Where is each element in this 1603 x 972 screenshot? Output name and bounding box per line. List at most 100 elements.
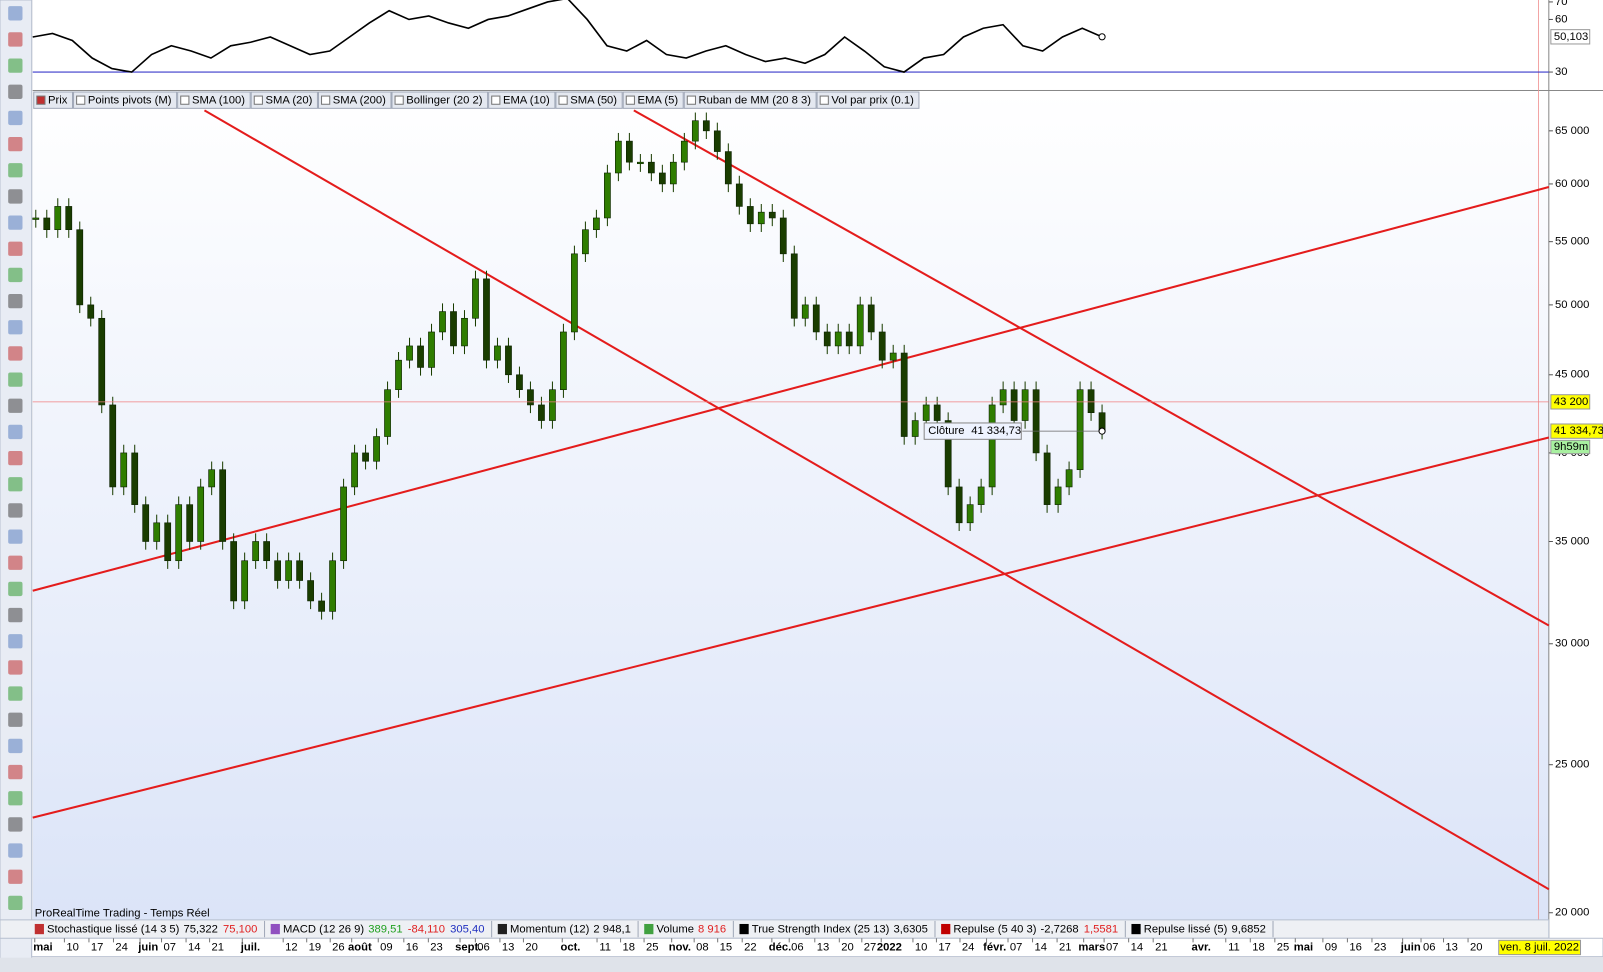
y-tick-label: 50 000 bbox=[1555, 299, 1589, 311]
candle bbox=[131, 452, 139, 505]
x-tick-label: 24 bbox=[115, 941, 128, 953]
tool-icon[interactable] bbox=[8, 215, 23, 230]
y-tick-label: 30 000 bbox=[1555, 638, 1589, 650]
tool-icon[interactable] bbox=[8, 84, 23, 99]
candle bbox=[823, 331, 831, 347]
tool-icon[interactable] bbox=[8, 477, 23, 492]
tool-icon[interactable] bbox=[8, 607, 23, 623]
tab[interactable] bbox=[250, 91, 318, 109]
trend-line[interactable] bbox=[32, 186, 1550, 592]
candle bbox=[263, 541, 270, 562]
tool-icon[interactable] bbox=[8, 581, 23, 597]
tool-icon[interactable] bbox=[8, 738, 23, 754]
trend-line[interactable] bbox=[32, 436, 1550, 819]
tool-icon[interactable] bbox=[8, 712, 23, 727]
tool-icon[interactable] bbox=[8, 267, 23, 283]
tool-icon[interactable] bbox=[8, 529, 23, 544]
candle bbox=[384, 389, 391, 437]
candle bbox=[889, 352, 897, 361]
tool-icon[interactable] bbox=[8, 293, 23, 309]
tool-icon[interactable] bbox=[8, 843, 23, 858]
tool-icon[interactable] bbox=[8, 686, 23, 701]
x-tick-label: 13 bbox=[817, 941, 830, 953]
tool-icon[interactable] bbox=[8, 764, 23, 780]
candle bbox=[845, 331, 853, 347]
x-tick-label: 06 bbox=[1423, 941, 1436, 953]
x-tick-label: juil. bbox=[240, 941, 260, 953]
tool-icon[interactable] bbox=[8, 320, 23, 335]
x-tick-label: août bbox=[348, 941, 372, 953]
tab[interactable] bbox=[488, 91, 556, 109]
cursor-label: ven. 8 juil. 2022 bbox=[1500, 941, 1579, 953]
indicator-value: 75,100 bbox=[223, 924, 257, 936]
x-tick-label: 11 bbox=[599, 941, 611, 953]
tool-icon[interactable] bbox=[8, 817, 23, 832]
timer-bg bbox=[1550, 439, 1591, 455]
tool-icon[interactable] bbox=[8, 634, 23, 649]
tool-icon[interactable] bbox=[8, 660, 23, 675]
candle bbox=[208, 469, 216, 488]
candle bbox=[713, 130, 721, 152]
tool-icon[interactable] bbox=[8, 791, 23, 806]
tool-icon[interactable] bbox=[8, 32, 23, 47]
x-tick-label: 22 bbox=[744, 941, 757, 953]
x-tick-label: 09 bbox=[1325, 941, 1338, 953]
indicator-swatch bbox=[270, 923, 280, 935]
tab[interactable] bbox=[622, 91, 684, 109]
candle bbox=[757, 211, 765, 225]
x-tick-label: avr. bbox=[1192, 941, 1211, 953]
candle bbox=[1076, 389, 1084, 471]
tab[interactable] bbox=[683, 91, 817, 109]
candle bbox=[604, 172, 611, 219]
x-tick-label: 20 bbox=[841, 941, 854, 953]
tool-icon[interactable] bbox=[8, 346, 23, 361]
tool-icon[interactable] bbox=[8, 372, 23, 387]
tab[interactable] bbox=[555, 91, 623, 109]
tool-icon[interactable] bbox=[8, 895, 23, 911]
tool-icon[interactable] bbox=[8, 163, 23, 178]
x-tick-label: mars bbox=[1078, 941, 1105, 953]
oscillator-label-bg bbox=[1550, 29, 1591, 45]
tooltip-value: 41 334,73 bbox=[971, 425, 1021, 437]
x-tick-label: 15 bbox=[720, 941, 733, 953]
candle bbox=[790, 253, 798, 319]
price-axis bbox=[1548, 0, 1603, 939]
tool-icon[interactable] bbox=[8, 241, 23, 256]
x-tick-label: 20 bbox=[525, 941, 538, 953]
tool-icon[interactable] bbox=[8, 503, 23, 518]
y-tick-label: 35 000 bbox=[1555, 535, 1589, 547]
tool-icon[interactable] bbox=[8, 58, 23, 73]
candle bbox=[296, 560, 303, 581]
candle bbox=[1087, 389, 1095, 414]
tool-icon[interactable] bbox=[8, 450, 23, 466]
candle bbox=[461, 317, 468, 347]
last-label: 41 334,73 bbox=[1554, 425, 1603, 437]
x-tick-label: 14 bbox=[1034, 941, 1047, 953]
tool-icon[interactable] bbox=[8, 398, 23, 413]
tool-icon[interactable] bbox=[8, 869, 23, 884]
tab[interactable] bbox=[317, 91, 392, 109]
y-tick-label: 70 bbox=[1555, 0, 1568, 8]
tab[interactable] bbox=[816, 91, 920, 109]
candle bbox=[702, 120, 710, 132]
tool-icon[interactable] bbox=[8, 424, 23, 440]
indicator-name: Volume bbox=[656, 924, 693, 936]
scrollbar[interactable] bbox=[0, 957, 1603, 972]
indicator-value: 2 948,1 bbox=[593, 924, 630, 936]
tooltip-label: Clôture bbox=[928, 425, 964, 437]
tab[interactable] bbox=[177, 91, 251, 109]
tool-icon[interactable] bbox=[8, 189, 23, 204]
tab[interactable] bbox=[391, 91, 489, 109]
candle bbox=[32, 217, 40, 220]
trend-line[interactable] bbox=[633, 109, 1550, 627]
tab-label: SMA (100) bbox=[192, 95, 245, 107]
tab-label: SMA (20) bbox=[266, 95, 313, 107]
tool-icon[interactable] bbox=[8, 136, 23, 152]
trend-line[interactable] bbox=[203, 109, 1550, 891]
tool-icon[interactable] bbox=[8, 555, 23, 570]
tool-icon[interactable] bbox=[8, 110, 23, 126]
candle bbox=[801, 304, 809, 319]
tool-icon[interactable] bbox=[8, 6, 23, 21]
x-tick-label: 2022 bbox=[877, 941, 902, 953]
tab[interactable] bbox=[73, 91, 178, 109]
